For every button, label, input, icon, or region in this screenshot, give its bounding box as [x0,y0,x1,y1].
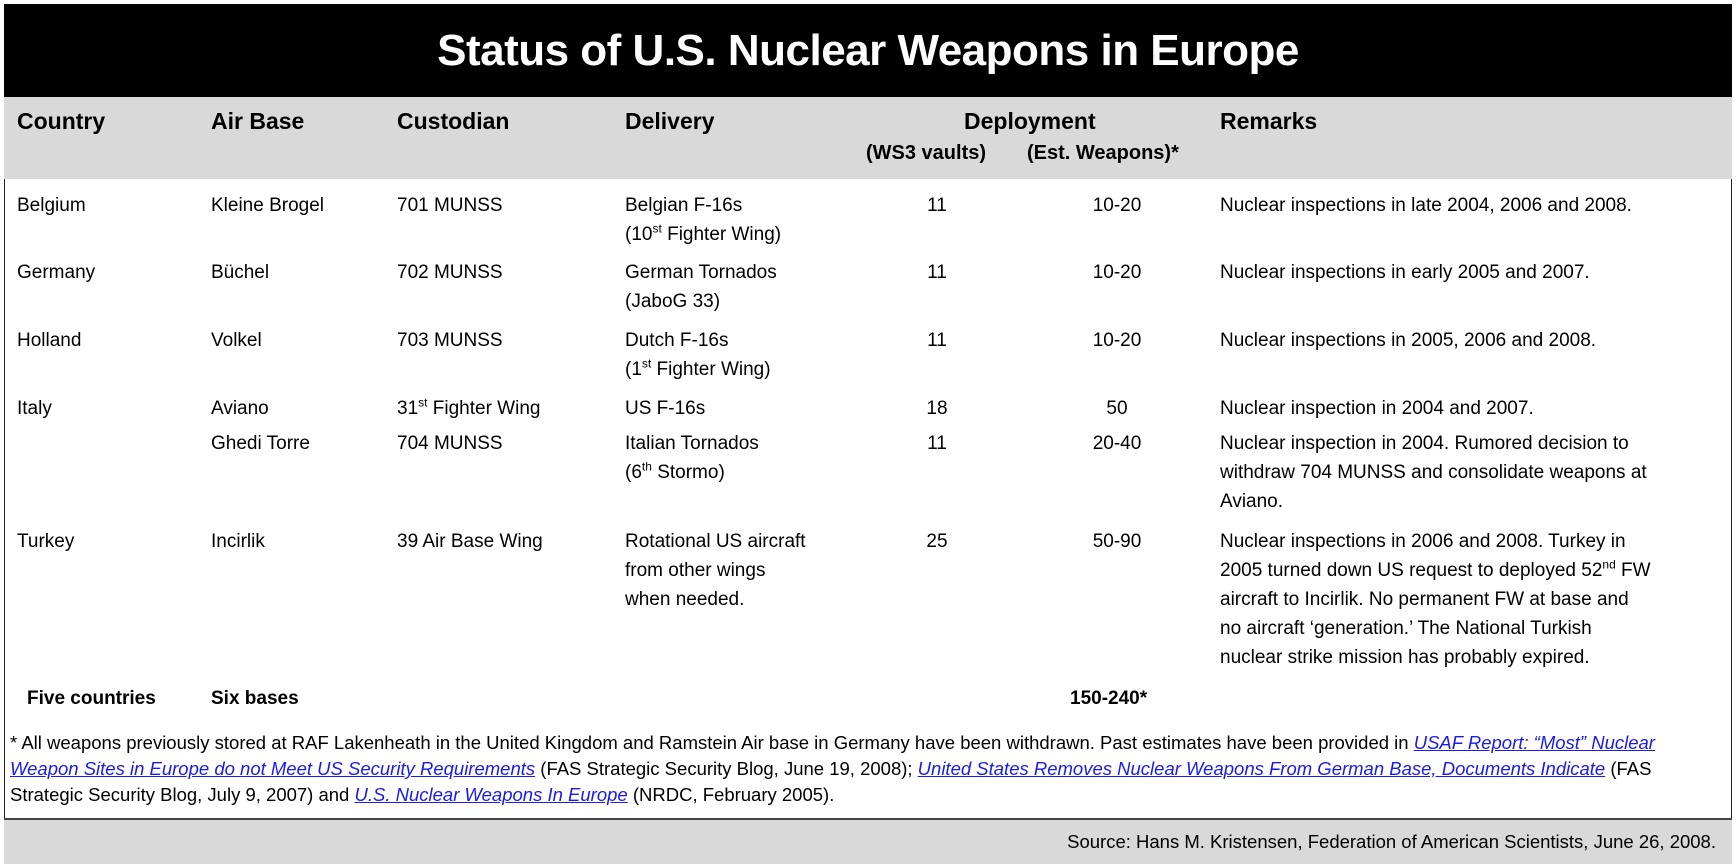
text: (1 [625,359,642,380]
text: (6 [625,462,642,483]
footnote-text: (NRDC, February 2005). [627,784,835,805]
text: 31 [397,398,419,419]
link-us-removes-weapons[interactable]: United States Removes Nuclear Weapons Fr… [917,758,1606,779]
total-bases: Six bases [211,688,299,709]
link-nrdc-report[interactable]: U.S. Nuclear Weapons In Europe [354,784,628,805]
delivery-line: when needed. [625,589,745,610]
cell-est: 10-20 [1092,330,1142,351]
delivery-line: (6th Stormo) [625,458,759,487]
cell-est: 50-90 [1092,531,1142,552]
cell-est: 10-20 [1092,262,1142,283]
cell-delivery: Dutch F-16s (1st Fighter Wing) [625,326,771,384]
text: Fighter Wing) [661,224,782,245]
delivery-line: (10st Fighter Wing) [625,220,781,249]
cell-custodian: 39 Air Base Wing [397,531,543,552]
cell-custodian: 704 MUNSS [397,433,503,454]
footnote-text: (FAS Strategic Security Blog, June 19, 2… [535,758,918,779]
delivery-line: German Tornados [625,262,777,283]
cell-delivery: US F-16s [625,398,706,419]
header-delivery: Delivery [625,108,715,134]
total-countries: Five countries [27,688,156,709]
footnote-text: * All weapons previously stored at RAF L… [10,732,1414,753]
header-custodian: Custodian [397,108,510,134]
delivery-line: Italian Tornados [625,433,759,454]
delivery-line: Belgian F-16s [625,195,743,216]
remarks-line: Nuclear inspection in 2004. Rumored deci… [1220,433,1629,454]
page-title: Status of U.S. Nuclear Weapons in Europe [4,4,1732,97]
cell-remarks: Nuclear inspections in 2006 and 2008. Tu… [1220,527,1651,672]
cell-remarks: Nuclear inspections in late 2004, 2006 a… [1220,195,1632,216]
cell-country: Turkey [17,531,75,552]
cell-remarks: Nuclear inspection in 2004 and 2007. [1220,398,1534,419]
cell-ws3: 11 [927,330,947,351]
superscript: th [641,459,652,474]
cell-delivery: Rotational US aircraft from other wings wh… [625,527,806,614]
remarks-line: 2005 turned down US request to deployed … [1220,556,1651,585]
header-est-weapons: (Est. Weapons)* [1027,142,1179,164]
header-remarks: Remarks [1220,108,1318,134]
superscript: st [641,356,652,371]
text: 2005 turned down US request to deployed … [1220,560,1603,581]
footnote-text: (FAS Strategic Security Blog, July 9, 20… [10,758,1652,805]
cell-remarks: Nuclear inspections in early 2005 and 20… [1220,262,1590,283]
cell-air-base: Büchel [211,262,270,283]
cell-air-base: Incirlik [211,531,265,552]
footnote: * All weapons previously stored at RAF L… [10,730,1725,808]
cell-custodian: 701 MUNSS [397,195,503,216]
cell-delivery: Belgian F-16s (10st Fighter Wing) [625,191,781,249]
text: FW [1615,560,1651,581]
cell-ws3: 11 [927,433,947,454]
remarks-line: withdraw 704 MUNSS and consolidate weapo… [1220,462,1647,483]
remarks-line: Nuclear inspections in 2006 and 2008. Tu… [1220,531,1626,552]
source-line: Source: Hans M. Kristensen, Federation o… [4,818,1732,864]
delivery-line: from other wings [625,560,766,581]
cell-est: 50 [1106,398,1128,419]
cell-remarks: Nuclear inspections in 2005, 2006 and 20… [1220,330,1597,351]
delivery-line: (1st Fighter Wing) [625,355,771,384]
cell-air-base: Kleine Brogel [211,195,325,216]
text: Stormo) [651,462,725,483]
text: Fighter Wing [427,398,541,419]
cell-country: Germany [17,262,96,283]
cell-delivery: Italian Tornados (6th Stormo) [625,429,759,487]
remarks-line: no aircraft ‘generation.’ The National T… [1220,618,1592,639]
superscript: nd [1602,557,1616,572]
cell-air-base: Volkel [211,330,262,351]
cell-country: Holland [17,330,82,351]
header-country: Country [17,108,106,134]
total-weapons: 150-240* [1070,688,1148,709]
remarks-line: nuclear strike mission has probably expi… [1220,647,1590,668]
cell-remarks: Nuclear inspection in 2004. Rumored deci… [1220,429,1647,516]
link-usaf-report[interactable]: USAF Report: “Most” Nuclear Weapon Sites… [10,732,1655,779]
remarks-line: Aviano. [1220,491,1284,512]
cell-delivery: German Tornados (JaboG 33) [625,258,777,316]
text: (10 [625,224,653,245]
delivery-line: Dutch F-16s [625,330,729,351]
cell-custodian: 31st Fighter Wing [397,394,540,423]
cell-country: Belgium [17,195,86,216]
cell-est: 20-40 [1092,433,1142,454]
header-row [4,97,1732,179]
cell-ws3: 25 [926,531,948,552]
delivery-line: (JaboG 33) [625,291,721,312]
cell-ws3: 11 [927,195,947,216]
cell-est: 10-20 [1092,195,1142,216]
header-ws3-vaults: (WS3 vaults) [866,142,987,164]
cell-ws3: 11 [927,262,947,283]
superscript: st [418,395,428,410]
cell-custodian: 702 MUNSS [397,262,503,283]
cell-country: Italy [17,398,52,419]
superscript: st [652,221,662,236]
text: Fighter Wing) [651,359,771,380]
cell-custodian: 703 MUNSS [397,330,503,351]
header-deployment: Deployment [964,108,1096,134]
cell-air-base: Aviano [211,398,269,419]
header-air-base: Air Base [211,108,305,134]
remarks-line: aircraft to Incirlik. No permanent FW at… [1220,589,1629,610]
cell-ws3: 18 [926,398,948,419]
delivery-line: Rotational US aircraft [625,531,806,552]
cell-air-base: Ghedi Torre [211,433,310,454]
